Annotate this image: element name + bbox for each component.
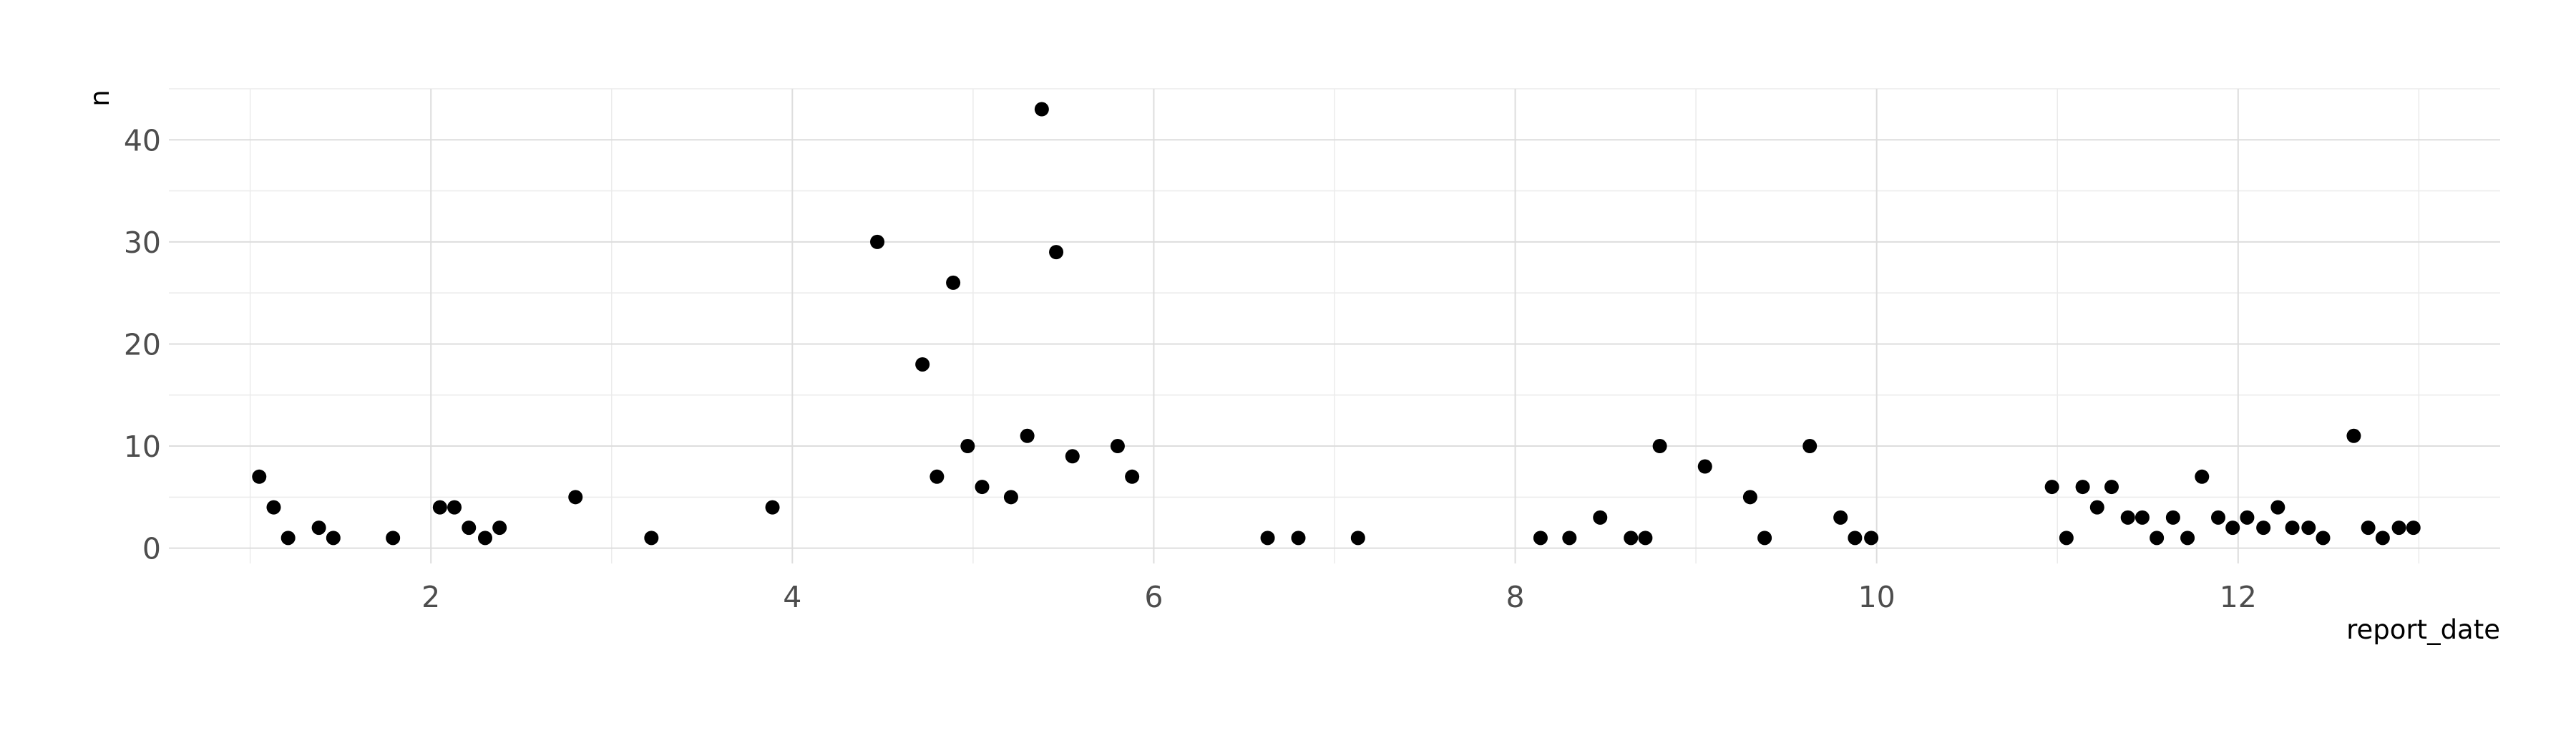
- data-point: [2361, 521, 2376, 536]
- data-point: [946, 275, 961, 290]
- x-tick-label: 8: [1506, 580, 1525, 614]
- data-point: [2256, 521, 2271, 536]
- x-tick-label: 10: [1858, 580, 1896, 614]
- data-points: [252, 102, 2421, 546]
- data-point: [2346, 428, 2361, 443]
- data-point: [326, 531, 341, 546]
- data-point: [2075, 480, 2090, 495]
- data-point: [960, 439, 975, 454]
- data-point: [386, 531, 401, 546]
- data-point: [1593, 510, 1608, 525]
- data-point: [1697, 459, 1712, 474]
- data-point: [492, 521, 507, 536]
- data-point: [2270, 500, 2285, 515]
- y-tick-label: 10: [124, 430, 161, 464]
- data-point: [1125, 469, 1140, 484]
- data-point: [1802, 439, 1818, 454]
- data-point: [1833, 510, 1848, 525]
- data-point: [930, 469, 945, 484]
- data-point: [1110, 439, 1125, 454]
- data-point: [2211, 510, 2226, 525]
- data-point: [1034, 102, 1049, 117]
- data-point: [447, 500, 462, 515]
- data-point: [1864, 531, 1879, 546]
- data-point: [2301, 521, 2316, 536]
- data-point: [2195, 469, 2210, 484]
- y-axis-tick-labels: 0 10 20 30 40: [124, 123, 161, 566]
- data-point: [2316, 531, 2331, 546]
- data-point: [1049, 245, 1064, 260]
- data-point: [2180, 531, 2195, 546]
- x-tick-label: 6: [1144, 580, 1163, 614]
- data-point: [2135, 510, 2150, 525]
- data-point: [1020, 428, 1035, 443]
- data-point: [1742, 490, 1757, 505]
- data-point: [2240, 510, 2255, 525]
- data-point: [2104, 480, 2119, 495]
- data-point: [2391, 521, 2406, 536]
- data-point: [477, 531, 492, 546]
- data-point: [915, 357, 930, 372]
- data-point: [1065, 449, 1080, 464]
- data-point: [2406, 521, 2421, 536]
- data-point: [1848, 531, 1863, 546]
- data-point: [2089, 500, 2104, 515]
- data-point: [975, 480, 990, 495]
- data-point: [432, 500, 447, 515]
- data-point: [1757, 531, 1772, 546]
- data-point: [2120, 510, 2135, 525]
- data-point: [252, 469, 267, 484]
- data-point: [280, 531, 296, 546]
- y-tick-label: 20: [124, 327, 161, 362]
- x-tick-label: 12: [2220, 580, 2257, 614]
- data-point: [765, 500, 780, 515]
- data-point: [1291, 531, 1306, 546]
- y-tick-label: 30: [124, 226, 161, 260]
- data-point: [1562, 531, 1577, 546]
- data-point: [2225, 521, 2240, 536]
- data-point: [2044, 480, 2059, 495]
- data-point: [462, 521, 477, 536]
- y-tick-label: 0: [142, 532, 161, 566]
- major-gridlines: [169, 89, 2500, 563]
- data-point: [2165, 510, 2180, 525]
- data-point: [2375, 531, 2390, 546]
- data-point: [1533, 531, 1548, 546]
- data-point: [2285, 521, 2300, 536]
- minor-gridlines: [169, 88, 2500, 563]
- x-tick-label: 4: [783, 580, 801, 614]
- data-point: [1638, 531, 1653, 546]
- data-point: [1624, 531, 1639, 546]
- data-point: [1003, 490, 1018, 505]
- data-point: [644, 531, 659, 546]
- y-tick-label: 40: [124, 123, 161, 158]
- data-point: [311, 521, 326, 536]
- data-point: [2059, 531, 2074, 546]
- x-tick-label: 2: [421, 580, 440, 614]
- data-point: [1260, 531, 1275, 546]
- data-point: [1652, 439, 1667, 454]
- data-point: [2150, 531, 2165, 546]
- y-axis-title: n: [84, 89, 115, 106]
- x-axis-title: report_date: [2346, 614, 2500, 645]
- data-point: [870, 234, 885, 249]
- data-point: [266, 500, 281, 515]
- data-point: [1350, 531, 1365, 546]
- data-point: [568, 490, 583, 505]
- x-axis-tick-labels: 2 4 6 8 10 12: [421, 580, 2257, 614]
